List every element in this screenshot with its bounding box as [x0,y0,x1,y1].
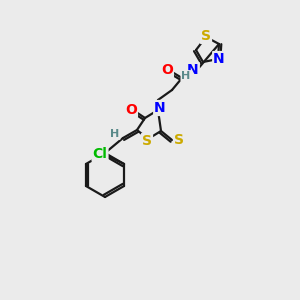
Text: S: S [201,29,211,43]
Text: Cl: Cl [93,147,107,161]
Text: N: N [154,101,166,115]
Text: S: S [174,133,184,147]
Text: O: O [161,63,173,77]
Text: O: O [125,103,137,117]
Text: N: N [187,63,199,77]
Text: N: N [213,52,225,66]
Text: S: S [142,134,152,148]
Text: H: H [110,129,120,139]
Text: H: H [182,71,190,81]
